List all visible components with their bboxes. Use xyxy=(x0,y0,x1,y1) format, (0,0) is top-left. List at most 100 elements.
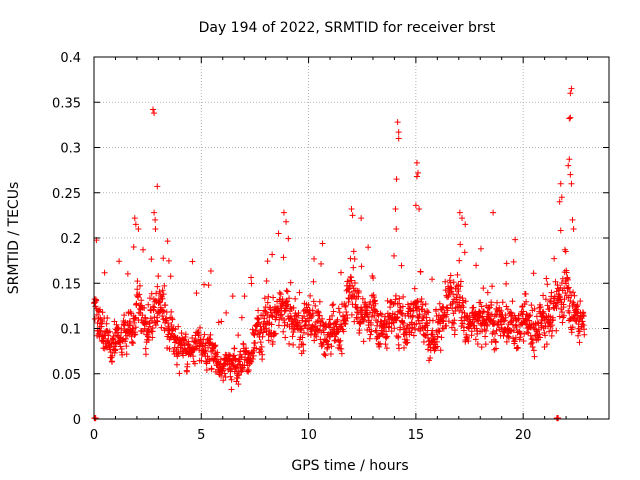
data-point xyxy=(420,339,427,346)
data-point xyxy=(300,347,307,354)
data-point xyxy=(568,180,575,187)
y-axis-label: SRMTID / TECUs xyxy=(6,182,22,295)
data-point xyxy=(477,299,484,306)
data-point xyxy=(488,302,495,309)
data-point xyxy=(257,339,264,346)
data-point xyxy=(93,311,100,318)
data-point xyxy=(111,347,118,354)
data-point xyxy=(398,310,405,317)
data-point xyxy=(480,308,487,315)
data-point xyxy=(214,349,221,356)
data-point xyxy=(393,176,400,183)
data-point xyxy=(434,333,441,340)
data-point xyxy=(105,332,112,339)
data-point xyxy=(111,318,118,325)
data-point xyxy=(101,269,108,276)
data-point xyxy=(272,330,279,337)
data-point xyxy=(316,298,323,305)
data-point xyxy=(250,352,257,359)
data-point xyxy=(419,301,426,308)
data-point xyxy=(267,309,274,316)
data-point xyxy=(567,171,574,178)
data-point xyxy=(328,343,335,350)
data-point xyxy=(530,336,537,343)
data-point xyxy=(300,329,307,336)
data-point xyxy=(135,294,142,301)
data-point xyxy=(326,316,333,323)
data-point xyxy=(546,328,553,335)
data-point xyxy=(136,282,143,289)
data-point xyxy=(254,314,261,321)
data-point xyxy=(527,340,534,347)
data-point xyxy=(336,342,343,349)
data-point xyxy=(461,249,468,256)
data-point xyxy=(353,314,360,321)
x-tick-label: 10 xyxy=(300,428,317,443)
data-point xyxy=(228,357,235,364)
data-point xyxy=(231,352,238,359)
data-point xyxy=(484,322,491,329)
data-point xyxy=(340,328,347,335)
data-point xyxy=(146,323,153,330)
data-point xyxy=(249,326,256,333)
data-point xyxy=(119,351,126,358)
data-point xyxy=(580,312,587,319)
data-point xyxy=(502,314,509,321)
data-point xyxy=(365,244,372,251)
data-point xyxy=(398,262,405,269)
data-point xyxy=(245,366,252,373)
data-point xyxy=(393,225,400,232)
data-point xyxy=(319,240,326,247)
data-point xyxy=(376,343,383,350)
data-point xyxy=(462,298,469,305)
data-point xyxy=(344,314,351,321)
data-point xyxy=(513,345,520,352)
data-point xyxy=(298,325,305,332)
data-point xyxy=(372,307,379,314)
data-point xyxy=(563,280,570,287)
data-point xyxy=(483,327,490,334)
data-point xyxy=(289,333,296,340)
data-point xyxy=(528,302,535,309)
data-point xyxy=(304,331,311,338)
data-point xyxy=(406,305,413,312)
data-point xyxy=(531,353,538,360)
data-point xyxy=(348,206,355,213)
data-point xyxy=(372,300,379,307)
data-point xyxy=(154,183,161,190)
data-point xyxy=(270,294,277,301)
axis-ticks: 0 5 10 15 20 0 0.05 0.1 0.15 0.2 0.25 0.3 0.35 0.4 xyxy=(52,51,609,443)
data-point xyxy=(342,303,349,310)
data-point xyxy=(553,305,560,312)
data-point xyxy=(310,310,317,317)
data-point xyxy=(429,317,436,324)
data-point xyxy=(501,317,508,324)
data-point xyxy=(261,295,268,302)
data-point xyxy=(169,316,176,323)
data-point xyxy=(259,333,266,340)
data-point xyxy=(138,297,145,304)
data-point xyxy=(443,304,450,311)
data-point xyxy=(383,345,390,352)
data-point xyxy=(136,291,143,298)
data-point xyxy=(313,333,320,340)
data-point xyxy=(572,317,579,324)
data-point xyxy=(566,115,573,122)
data-point xyxy=(284,288,291,295)
data-point xyxy=(392,292,399,299)
data-point xyxy=(287,279,294,286)
data-point xyxy=(330,308,337,315)
data-point xyxy=(285,235,292,242)
data-point xyxy=(559,309,566,316)
data-point xyxy=(269,313,276,320)
data-point xyxy=(236,372,243,379)
data-point xyxy=(338,269,345,276)
data-point xyxy=(356,327,363,334)
data-point xyxy=(510,258,517,265)
data-point xyxy=(565,276,572,283)
data-points xyxy=(91,85,588,422)
data-point xyxy=(434,343,441,350)
data-point xyxy=(530,347,537,354)
data-point xyxy=(412,326,419,333)
data-point xyxy=(565,162,572,169)
